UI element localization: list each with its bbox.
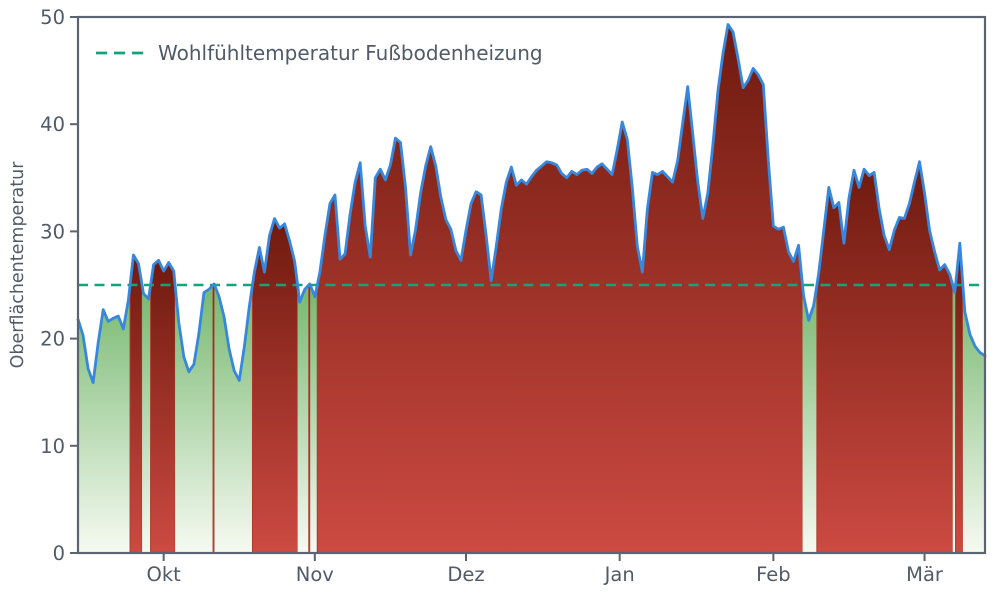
axes: 0 10 20 30 40 50 Okt Nov Dez Jan Feb Mär bbox=[40, 6, 987, 586]
fill-below-threshold bbox=[297, 285, 309, 553]
fill-below-threshold bbox=[802, 285, 817, 553]
x-tick-label: Okt bbox=[147, 563, 182, 586]
fill-above-threshold bbox=[129, 253, 143, 554]
x-tick-label: Mär bbox=[906, 563, 944, 586]
fill-below-threshold bbox=[142, 285, 151, 553]
legend: Wohlfühltemperatur Fußbodenheizung bbox=[96, 41, 543, 65]
y-tick-label: 10 bbox=[40, 435, 65, 458]
fill-below-threshold bbox=[310, 285, 318, 553]
x-tick-label: Nov bbox=[296, 563, 334, 586]
plot-border bbox=[76, 15, 987, 555]
fill-below-threshold bbox=[175, 285, 214, 553]
fill-above-threshold bbox=[316, 23, 804, 554]
legend-label: Wohlfühltemperatur Fußbodenheizung bbox=[158, 41, 543, 65]
fill-above-threshold bbox=[308, 283, 311, 554]
y-tick-label: 20 bbox=[40, 328, 65, 351]
fill-above-threshold bbox=[251, 217, 299, 554]
x-tick-label: Jan bbox=[603, 563, 635, 586]
fill-above-threshold bbox=[150, 259, 176, 554]
y-tick-label: 30 bbox=[40, 220, 65, 243]
x-tick-label: Feb bbox=[756, 563, 791, 586]
fill-below-threshold bbox=[952, 285, 956, 553]
fill-above-threshold bbox=[955, 243, 964, 554]
temperature-line bbox=[76, 23, 987, 384]
y-tick-label: 0 bbox=[53, 542, 65, 565]
x-tick-label: Dez bbox=[447, 563, 484, 586]
fill-above-threshold bbox=[212, 283, 215, 554]
fill-below-threshold bbox=[78, 285, 131, 553]
y-axis-label: Oberflächentemperatur bbox=[8, 161, 28, 369]
fill-below-threshold bbox=[214, 285, 253, 553]
area-fills bbox=[78, 23, 985, 554]
fill-above-threshold bbox=[816, 161, 954, 554]
y-tick-label: 50 bbox=[40, 6, 65, 29]
y-tick-label: 40 bbox=[40, 113, 65, 136]
fill-below-threshold bbox=[962, 285, 985, 553]
